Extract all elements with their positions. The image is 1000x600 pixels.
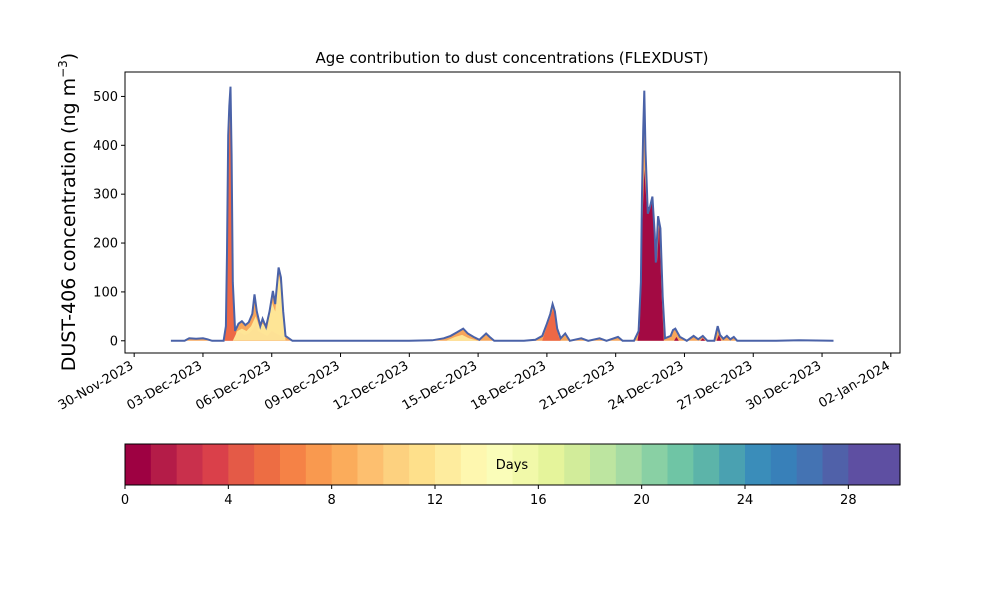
colorbar-segment <box>460 444 488 485</box>
y-tick-label: 300 <box>93 188 118 203</box>
x-tick-label: 27-Dec-2023 <box>675 358 755 413</box>
colorbar-segment <box>383 444 410 485</box>
colorbar-tick-label: 12 <box>427 493 444 508</box>
colorbar-segment <box>254 444 281 485</box>
colorbar-segment <box>641 444 669 485</box>
colorbar: 0 4 8 12 16 20 24 28 <box>121 443 901 508</box>
colorbar-segment <box>874 444 901 485</box>
y-axis-label-sup: −3 <box>56 60 70 78</box>
colorbar-segment <box>667 444 694 485</box>
colorbar-segment <box>125 444 152 485</box>
y-tick-label: 200 <box>93 237 118 252</box>
colorbar-segment <box>693 444 720 485</box>
colorbar-segment <box>331 444 359 485</box>
axes-frame <box>124 71 901 354</box>
colorbar-segment <box>590 444 617 485</box>
colorbar-segment <box>228 444 255 485</box>
colorbar-segment <box>822 444 849 485</box>
x-tick-label: 06-Dec-2023 <box>193 358 273 413</box>
colorbar-tick-label: 28 <box>840 493 857 508</box>
colorbar-segment <box>176 444 204 485</box>
colorbar-segment <box>719 444 746 485</box>
y-axis-label-close: ) <box>58 53 80 60</box>
colorbar-segment <box>409 444 436 485</box>
colorbar-tick-label: 20 <box>633 493 650 508</box>
x-tick-label: 09-Dec-2023 <box>262 358 342 413</box>
y-axis-label-main: DUST-406 concentration (ng m <box>58 78 80 371</box>
colorbar-label: Days <box>496 458 529 473</box>
x-tick-label: 15-Dec-2023 <box>400 358 480 413</box>
axes: 010020030040050030-Nov-202303-Dec-202306… <box>56 71 901 414</box>
colorbar-segment <box>150 444 178 485</box>
x-tick-label: 02-Jan-2024 <box>816 358 893 411</box>
colorbar-segment <box>435 444 462 485</box>
colorbar-segment <box>357 444 384 485</box>
colorbar-segment <box>512 444 539 485</box>
colorbar-tick-label: 8 <box>328 493 336 508</box>
x-tick-label: 03-Dec-2023 <box>125 358 205 413</box>
svg-text:DUST-406 concentration (ng m−3: DUST-406 concentration (ng m−3) <box>56 53 80 371</box>
y-tick-label: 100 <box>93 285 118 300</box>
colorbar-segment <box>770 444 798 485</box>
plot-area <box>170 86 834 342</box>
colorbar-tick-label: 16 <box>530 493 547 508</box>
colorbar-segment <box>796 444 824 485</box>
chart-title: Age contribution to dust concentrations … <box>316 49 709 67</box>
colorbar-segment <box>615 444 643 485</box>
colorbar-segment <box>848 444 875 485</box>
colorbar-segment <box>280 444 307 485</box>
x-tick-label: 24-Dec-2023 <box>606 358 686 413</box>
colorbar-tick-label: 4 <box>224 493 232 508</box>
age-band-old <box>232 274 479 341</box>
y-axis-label: DUST-406 concentration (ng m−3) <box>56 53 80 371</box>
age-band-young <box>637 169 722 341</box>
colorbar-segment <box>538 444 565 485</box>
colorbar-segment <box>745 444 772 485</box>
colorbar-segment <box>305 444 333 485</box>
total-concentration-line <box>170 86 834 342</box>
colorbar-tick-label: 24 <box>737 493 754 508</box>
x-tick-label: 18-Dec-2023 <box>468 358 548 413</box>
colorbar-segment <box>564 444 591 485</box>
colorbar-segment <box>486 444 514 485</box>
y-tick-label: 500 <box>93 90 118 105</box>
colorbar-tick-label: 0 <box>121 493 129 508</box>
y-tick-label: 0 <box>110 334 118 349</box>
x-tick-label: 30-Dec-2023 <box>744 358 824 413</box>
x-tick-label: 12-Dec-2023 <box>331 358 411 413</box>
y-tick-label: 400 <box>93 139 118 154</box>
colorbar-segment <box>202 444 229 485</box>
x-tick-label: 21-Dec-2023 <box>537 358 617 413</box>
colorbar-frame <box>124 443 901 486</box>
